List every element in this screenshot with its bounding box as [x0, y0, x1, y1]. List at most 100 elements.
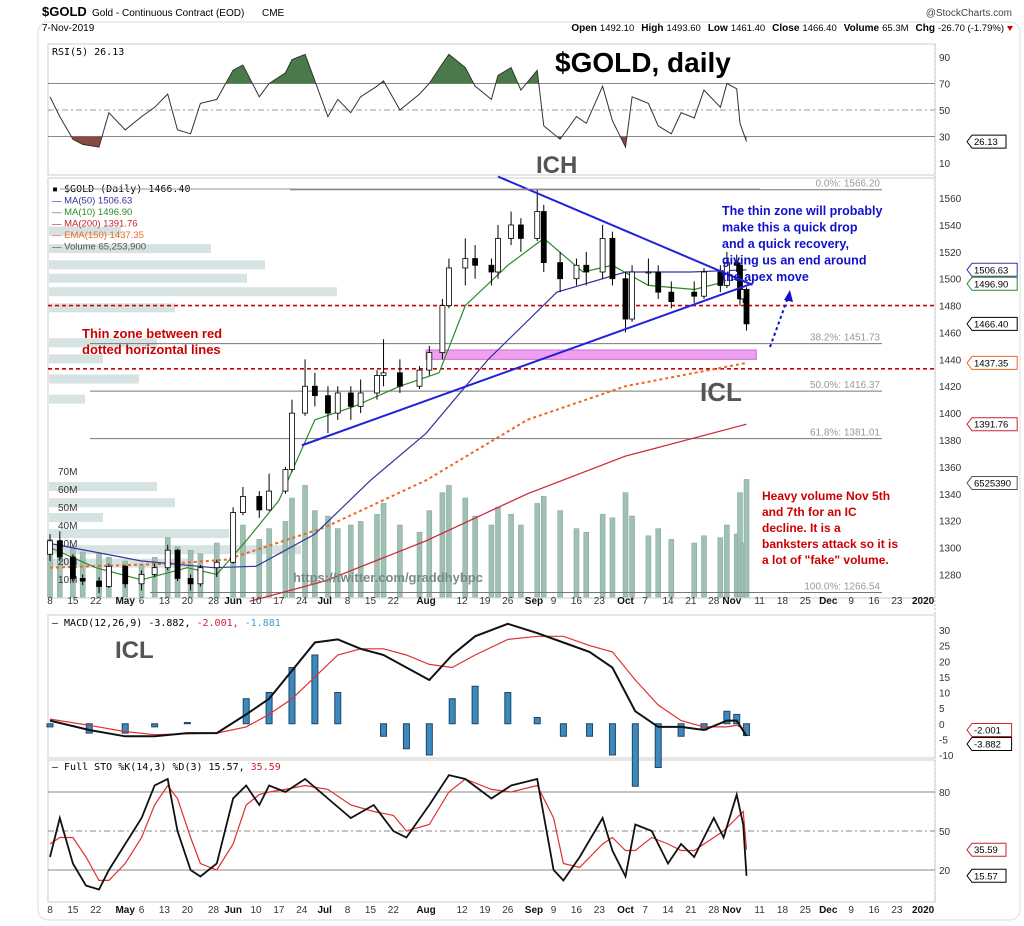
date-tick: 24 — [296, 905, 308, 916]
date-tick: May — [115, 905, 135, 916]
rsi-line — [49, 53, 747, 149]
macd-value-tag: -3.882 — [966, 737, 1013, 751]
price-legend-item: — MA(200) 1391.76 — [52, 219, 138, 230]
macd-legend-hist: -1.881 — [245, 618, 281, 629]
candle-body — [164, 549, 171, 569]
candle-body — [230, 512, 237, 563]
value-tag-text: 15.57 — [974, 871, 998, 882]
exchange: CME — [262, 8, 285, 19]
candle-body — [56, 540, 63, 558]
date-tick: 8 — [345, 905, 351, 916]
volume-by-price-bar — [49, 374, 139, 384]
volume-bar — [397, 524, 403, 598]
volume-bar — [416, 531, 423, 598]
thin-zone-box — [425, 349, 757, 360]
volume-bar — [541, 495, 547, 598]
volume-bar — [266, 528, 272, 598]
sto-d-line — [49, 778, 748, 881]
date-tick: 9 — [848, 905, 854, 916]
macd-histogram-bar — [265, 692, 273, 725]
candle-body — [462, 258, 469, 269]
date-tick: Dec — [819, 596, 838, 607]
volume-bar — [348, 524, 354, 598]
volume-by-price-bar — [49, 287, 337, 297]
chart-title: $GOLD, daily — [555, 47, 731, 78]
date-tick: 13 — [159, 905, 171, 916]
date-tick: Oct — [617, 905, 634, 916]
macd-value-tag: -2.001 — [966, 723, 1013, 737]
panel-frame — [47, 614, 936, 759]
candle-body — [472, 258, 479, 266]
volume-bar — [599, 513, 606, 598]
ich-label: ICH — [536, 152, 577, 179]
macd-histogram-bar — [733, 713, 741, 725]
date-tick: 22 — [388, 905, 400, 916]
date-tick: 14 — [662, 905, 674, 916]
candle-body — [737, 264, 743, 300]
rsi-legend: RSI(5) 26.13 — [52, 47, 124, 58]
thin-zone-note: Thin zone between red — [82, 326, 222, 341]
date-tick: Aug — [416, 905, 435, 916]
volume-bar — [488, 524, 495, 598]
chart-date: 7-Nov-2019 — [42, 23, 95, 34]
candle-body — [282, 469, 289, 492]
macd-line — [49, 622, 748, 738]
date-tick: 15 — [365, 905, 377, 916]
price-value-tag: 1506.63 — [966, 262, 1018, 277]
value-tag-text: 26.13 — [974, 137, 998, 148]
down-arrow-icon — [1007, 26, 1013, 31]
price-legend-item: — EMA(150) 1437.35 — [52, 230, 144, 241]
apex-note: make this a quick drop — [722, 221, 858, 235]
volume-by-price-bar — [49, 498, 175, 508]
volume-bar — [717, 537, 724, 598]
triangle-upper-line — [497, 175, 753, 286]
macd-tick: 20 — [939, 657, 951, 668]
macd-histogram-bar — [586, 723, 594, 737]
price-tick: 1400 — [939, 409, 962, 420]
volume-bar — [622, 492, 629, 598]
candle-body — [138, 574, 145, 585]
price-value-tag: 1437.35 — [966, 355, 1018, 370]
volume-bar — [380, 503, 387, 598]
macd-histogram-bar — [533, 717, 541, 725]
date-tick: 15 — [67, 905, 79, 916]
macd-tick: 30 — [939, 626, 951, 637]
candle-body — [47, 540, 53, 555]
macd-tick: -10 — [939, 751, 954, 762]
price-tick: 1480 — [939, 302, 962, 313]
date-tick: Jun — [224, 596, 242, 607]
candle-body — [122, 565, 129, 585]
value-tag-text: 35.59 — [974, 845, 998, 856]
candle-body — [266, 490, 272, 511]
rsi-tick: 30 — [939, 133, 951, 144]
date-tick: 2020 — [912, 905, 935, 916]
date-tick: Sep — [525, 596, 543, 607]
date-tick: 8 — [47, 596, 53, 607]
volume-bar — [495, 506, 501, 598]
macd-histogram-bar — [723, 710, 731, 725]
macd-histogram-bar — [183, 722, 191, 725]
ohlc-label: Volume — [844, 23, 880, 34]
volume-tick: 70M — [58, 467, 77, 478]
macd-legend-signal: -2.001, — [196, 618, 238, 629]
price-tick: 1440 — [939, 355, 962, 366]
candle-body — [426, 352, 433, 371]
volume-bar — [573, 528, 580, 598]
date-tick: 23 — [891, 905, 903, 916]
value-tag — [966, 262, 1018, 277]
date-tick: 6 — [139, 596, 145, 607]
volume-note: and 7th for an IC — [762, 505, 857, 519]
date-tick: 25 — [800, 905, 812, 916]
date-tick: 15 — [67, 596, 79, 607]
date-tick: Dec — [819, 905, 838, 916]
volume-bar — [462, 497, 469, 598]
brand: @StockCharts.com — [926, 8, 1012, 19]
value-tag — [966, 134, 1007, 149]
price-tick: 1300 — [939, 544, 962, 555]
date-tick: 20 — [182, 596, 194, 607]
price-value-tag: 1496.90 — [966, 276, 1018, 291]
date-tick: 22 — [388, 596, 400, 607]
date-tick: Jun — [224, 905, 242, 916]
value-tag — [966, 316, 1018, 331]
